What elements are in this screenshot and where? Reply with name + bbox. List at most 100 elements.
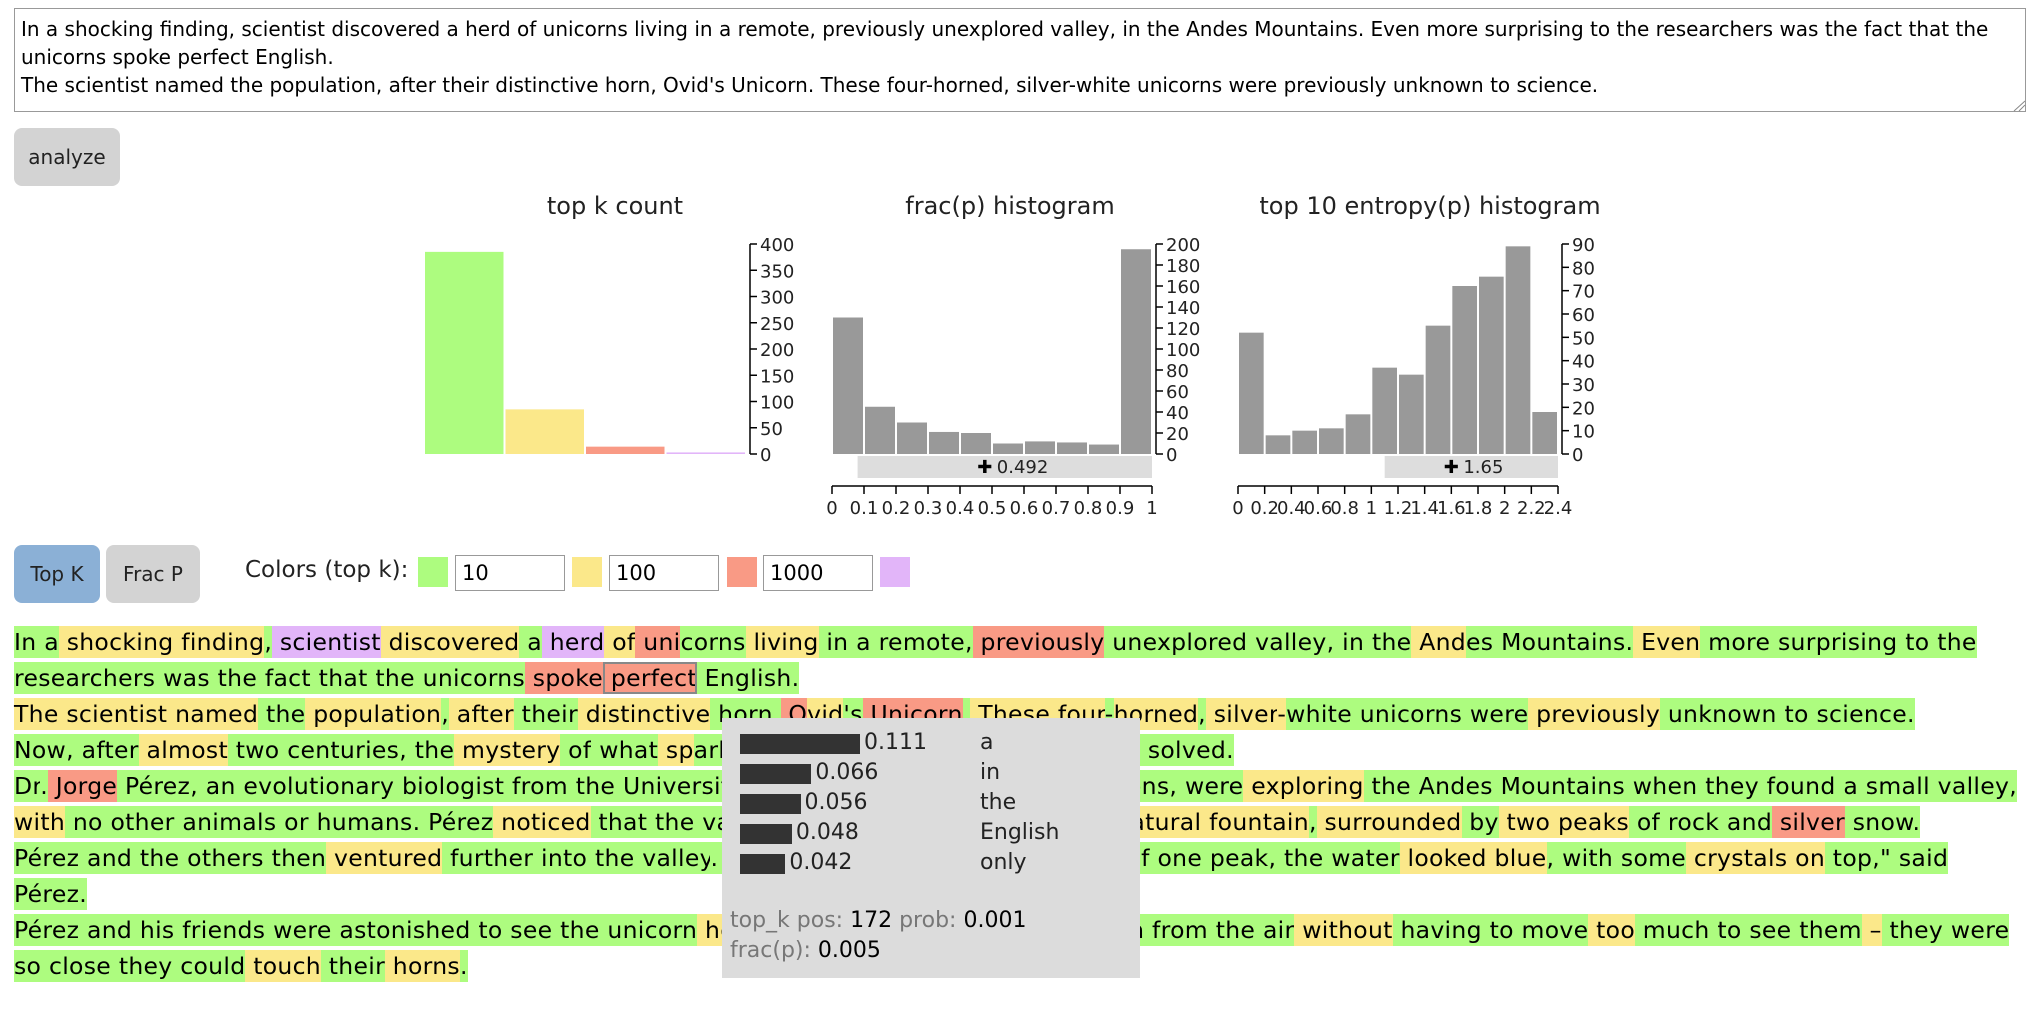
token[interactable]: a: [848, 626, 871, 658]
token[interactable]: snow: [1844, 806, 1913, 838]
token[interactable]: herd: [541, 626, 605, 658]
input-textarea[interactable]: [14, 8, 2026, 112]
token[interactable]: friends: [174, 914, 266, 946]
token[interactable]: Pérez: [14, 878, 80, 910]
token[interactable]: small: [1858, 770, 1930, 802]
token[interactable]: air: [1255, 914, 1295, 946]
token[interactable]: spoke: [525, 662, 604, 694]
threshold-input-2[interactable]: [609, 555, 719, 591]
token[interactable]: into: [533, 842, 588, 874]
token[interactable]: centuries: [279, 734, 400, 766]
token[interactable]: they: [1697, 770, 1759, 802]
token[interactable]: Mountains: [1493, 626, 1626, 658]
token[interactable]: ,: [2009, 770, 2017, 802]
token[interactable]: scientist: [272, 626, 381, 658]
token[interactable]: white: [1286, 698, 1352, 730]
token[interactable]: ,: [66, 734, 74, 766]
token[interactable]: the: [258, 698, 306, 730]
token[interactable]: to: [1481, 914, 1514, 946]
token[interactable]: two: [1498, 806, 1551, 838]
token[interactable]: the: [132, 842, 180, 874]
token[interactable]: peaks: [1550, 806, 1630, 838]
token[interactable]: the: [1364, 626, 1412, 658]
token[interactable]: surprising: [1770, 626, 1898, 658]
token[interactable]: mystery: [454, 734, 561, 766]
token[interactable]: evolutionary: [235, 770, 395, 802]
token[interactable]: unexplored: [1104, 626, 1248, 658]
token[interactable]: ,: [772, 698, 781, 730]
token[interactable]: to: [470, 914, 503, 946]
token[interactable]: animals: [174, 806, 277, 838]
token[interactable]: after: [73, 734, 139, 766]
token[interactable]: scientist: [58, 698, 168, 730]
token[interactable]: a: [36, 626, 59, 658]
token[interactable]: after: [449, 698, 514, 730]
token[interactable]: es: [1466, 626, 1494, 658]
token[interactable]: researchers: [14, 662, 156, 694]
token[interactable]: top: [1825, 842, 1873, 874]
token[interactable]: his: [132, 914, 175, 946]
token[interactable]: in: [818, 626, 849, 658]
token[interactable]: of: [1629, 806, 1661, 838]
token[interactable]: solved: [1140, 734, 1227, 766]
token[interactable]: .: [710, 842, 719, 874]
frac-p-mode-button[interactable]: Frac P: [106, 545, 200, 603]
resize-handle-icon[interactable]: [2012, 100, 2026, 112]
token[interactable]: valley: [1247, 626, 1327, 658]
token[interactable]: .: [1912, 806, 1921, 838]
token[interactable]: fountain: [1201, 806, 1309, 838]
token[interactable]: blue: [1486, 842, 1547, 874]
token[interactable]: and: [1719, 806, 1773, 838]
token[interactable]: .: [1907, 698, 1915, 730]
token[interactable]: Pérez: [117, 770, 191, 802]
token[interactable]: named: [167, 698, 259, 730]
token[interactable]: Dr: [14, 770, 41, 802]
token[interactable]: finding: [173, 626, 265, 658]
token[interactable]: valley: [634, 842, 711, 874]
token[interactable]: with: [14, 806, 66, 838]
analyze-button[interactable]: analyze: [14, 128, 120, 186]
token[interactable]: see: [502, 914, 553, 946]
token[interactable]: sp: [658, 734, 694, 766]
token[interactable]: .: [412, 806, 421, 838]
color-swatch-rest[interactable]: [880, 557, 910, 587]
token[interactable]: the: [647, 806, 695, 838]
token[interactable]: that: [590, 806, 648, 838]
token[interactable]: previously: [972, 626, 1105, 658]
token[interactable]: the: [1207, 914, 1256, 946]
token[interactable]: the: [1363, 770, 1411, 802]
token[interactable]: English: [696, 662, 792, 694]
color-swatch-top100[interactable]: [572, 557, 602, 587]
token[interactable]: of: [560, 734, 592, 766]
token[interactable]: from: [1144, 914, 1208, 946]
token[interactable]: peak: [1202, 842, 1269, 874]
token[interactable]: .: [40, 770, 48, 802]
token[interactable]: or: [276, 806, 309, 838]
token[interactable]: fact: [257, 662, 311, 694]
token[interactable]: a: [1835, 770, 1859, 802]
token[interactable]: astonished: [331, 914, 471, 946]
token[interactable]: see: [1741, 914, 1792, 946]
token[interactable]: to: [1776, 698, 1809, 730]
token[interactable]: were: [1462, 698, 1529, 730]
token[interactable]: unicorns: [1351, 698, 1463, 730]
token[interactable]: unicorn: [599, 914, 698, 946]
threshold-input-3[interactable]: [763, 555, 873, 591]
token[interactable]: they: [1881, 914, 1944, 946]
color-swatch-top1000[interactable]: [727, 557, 757, 587]
token[interactable]: that: [310, 662, 368, 694]
token[interactable]: to: [1897, 626, 1930, 658]
token[interactable]: on: [1787, 842, 1826, 874]
token[interactable]: were: [1177, 770, 1244, 802]
token[interactable]: the: [406, 734, 455, 766]
token[interactable]: .: [79, 878, 88, 910]
token[interactable]: without: [1294, 914, 1393, 946]
top-k-mode-button[interactable]: Top K: [14, 545, 100, 603]
token[interactable]: to: [1709, 914, 1742, 946]
token[interactable]: -: [1104, 698, 1114, 730]
token[interactable]: remote: [870, 626, 965, 658]
token[interactable]: previously: [1528, 698, 1661, 730]
token[interactable]: rock: [1660, 806, 1720, 838]
token[interactable]: one: [1149, 842, 1203, 874]
token[interactable]: biologist: [394, 770, 505, 802]
